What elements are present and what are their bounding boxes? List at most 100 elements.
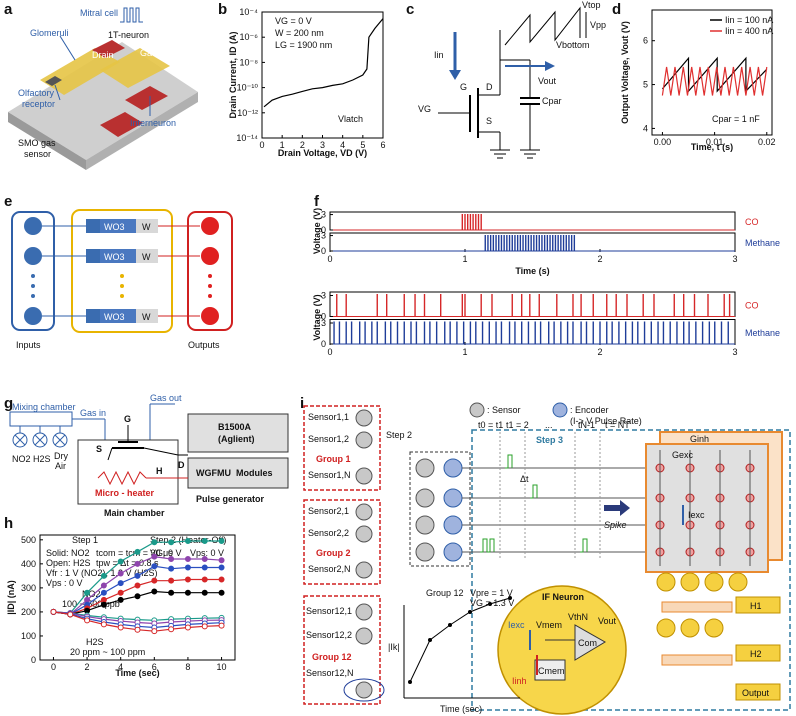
- shape: [187, 413, 289, 453]
- text-label: NO2: [12, 454, 31, 464]
- text-label: VthN: [568, 612, 588, 622]
- series-line: [661, 56, 768, 93]
- plot-frame: [39, 534, 236, 661]
- marker: [218, 622, 225, 629]
- shape: [415, 458, 435, 478]
- x-tick-label: 0.02: [758, 137, 776, 147]
- x-tick-label: 2: [300, 140, 305, 150]
- chart: 0.00 0.01 0.02 Time, t (s) Output Voltage, V…: [620, 9, 776, 152]
- series-line: [661, 66, 768, 96]
- shape: [468, 610, 472, 614]
- plot-frame: [651, 9, 773, 136]
- shape: [355, 503, 373, 521]
- y-tick-label: 0: [321, 246, 326, 256]
- text-label: Sensor1,2: [308, 434, 349, 444]
- x-tick-label: 1: [280, 140, 285, 150]
- text-label: b: [218, 1, 227, 18]
- x-tick-label: 3: [732, 254, 737, 264]
- text-label: Com: [578, 638, 597, 648]
- y-tick-label: 10⁻⁴: [239, 7, 258, 17]
- shape: [100, 219, 136, 233]
- shape: [187, 457, 289, 489]
- marker: [117, 596, 124, 603]
- text-label: H1: [750, 601, 762, 611]
- y-tick-label: 300: [21, 583, 36, 593]
- shape: [443, 458, 463, 478]
- marker: [67, 611, 74, 618]
- y-tick-label: 10⁻¹⁴: [236, 133, 258, 143]
- circuit: [438, 6, 587, 159]
- shape: [408, 680, 412, 684]
- text-label: Group 1: [316, 454, 351, 464]
- shape: [136, 219, 158, 233]
- annotation: W = 200 nm: [275, 28, 324, 38]
- shape: [208, 274, 212, 278]
- text-label: Drain: [92, 50, 114, 60]
- shape: [92, 40, 125, 58]
- shape: [11, 211, 55, 331]
- shape: [443, 402, 568, 562]
- shape: [100, 309, 136, 323]
- x-tick-label: 8: [185, 662, 190, 672]
- text-label: S: [486, 116, 492, 126]
- y-tick-label: 400: [21, 559, 36, 569]
- x-axis-label: Time (sec): [115, 668, 159, 678]
- shape: [534, 659, 566, 681]
- text-label: H2: [750, 649, 762, 659]
- legend-label: Methane: [745, 238, 780, 248]
- shape: [408, 596, 512, 684]
- text-label: Mixing chamber: [12, 402, 76, 412]
- annotation: NO2: [82, 589, 101, 599]
- y-axis-label: Output Voltage, Vout (V): [620, 21, 630, 124]
- shape: [661, 601, 733, 613]
- shape: [120, 274, 124, 278]
- shape: [580, 538, 588, 553]
- text-label: Sensor12,1: [306, 606, 352, 616]
- marker: [218, 538, 225, 545]
- shape: [704, 618, 724, 638]
- text-label: Sensor12,N: [306, 668, 354, 678]
- text-label: Vmem: [536, 620, 562, 630]
- shape: [530, 484, 538, 499]
- marker: [218, 557, 225, 564]
- shape: [508, 596, 512, 600]
- marker: [184, 576, 191, 583]
- device-illustration: [8, 7, 198, 170]
- shape: [443, 542, 463, 562]
- text-label: Vtop: [582, 0, 601, 10]
- text-label: tN-1: [578, 420, 595, 430]
- text-label: Gas in: [80, 408, 106, 418]
- shape: [86, 219, 100, 233]
- shape: [409, 451, 471, 567]
- marker: [201, 556, 208, 563]
- shape: [187, 211, 233, 331]
- x-tick-label: 4: [118, 662, 123, 672]
- text-label: Vbottom: [556, 40, 590, 50]
- shape: [355, 561, 373, 579]
- text-label: Time (sec): [440, 704, 482, 714]
- annotation: VG = 0 V: [275, 16, 312, 26]
- marker: [117, 558, 124, 565]
- x-tick-label: 6: [380, 140, 385, 150]
- marker: [100, 582, 107, 589]
- shape: [656, 572, 748, 592]
- text-label: Sensor1,1: [308, 412, 349, 422]
- marker: [100, 589, 107, 596]
- marker: [134, 548, 141, 555]
- marker: [151, 553, 158, 560]
- shape: [409, 597, 511, 683]
- shape: [480, 538, 495, 553]
- shape: [31, 284, 35, 288]
- shape: [545, 61, 555, 71]
- row-frame: [329, 232, 736, 252]
- shape: [42, 225, 86, 317]
- y-tick-label: 0: [321, 225, 326, 235]
- marker: [134, 626, 141, 633]
- text-label: Pulse generator: [196, 494, 265, 504]
- text-label: W: [142, 312, 151, 322]
- shape: [40, 48, 120, 95]
- marker: [84, 617, 91, 624]
- text-label: i: [300, 395, 304, 412]
- annotation: Open: H2S: [46, 558, 91, 568]
- marker: [151, 563, 158, 570]
